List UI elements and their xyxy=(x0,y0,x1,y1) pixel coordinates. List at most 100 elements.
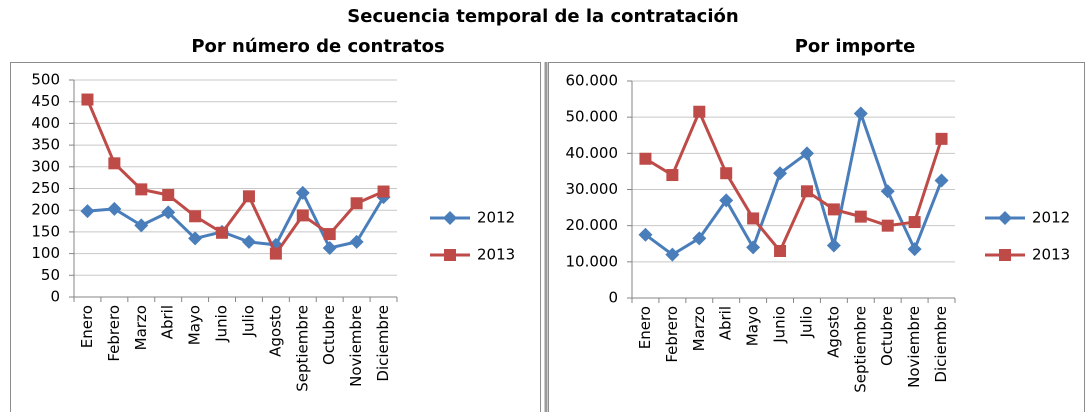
data-point xyxy=(935,132,948,145)
data-point xyxy=(350,197,363,210)
x-tick-label: Julio xyxy=(239,305,257,337)
y-tick-label: 350 xyxy=(31,136,60,154)
x-tick-label: Mayo xyxy=(186,305,204,345)
y-tick-label: 50.000 xyxy=(566,108,619,126)
y-tick-label: 10.000 xyxy=(566,252,619,270)
data-point xyxy=(188,231,203,246)
y-tick-label: 450 xyxy=(31,92,60,110)
legend-label: 2013 xyxy=(1032,246,1070,264)
x-tick-label: Septiembre xyxy=(851,306,869,393)
data-point xyxy=(880,184,895,199)
x-tick-label: Junio xyxy=(771,306,789,344)
data-point xyxy=(81,93,94,106)
y-tick-label: 0 xyxy=(50,288,60,306)
y-tick-label: 500 xyxy=(31,71,60,89)
x-tick-label: Agosto xyxy=(824,306,842,358)
data-point xyxy=(719,193,734,208)
x-tick-label: Marzo xyxy=(690,306,708,351)
x-tick-label: Enero xyxy=(636,306,654,349)
y-tick-label: 100 xyxy=(31,244,60,262)
legend-marker xyxy=(443,211,457,225)
x-tick-label: Octubre xyxy=(878,306,896,366)
panel-border xyxy=(10,62,541,412)
data-point xyxy=(665,247,680,262)
data-point xyxy=(323,228,336,241)
data-point xyxy=(693,105,706,118)
data-point xyxy=(269,247,282,260)
x-tick-label: Mayo xyxy=(744,306,762,346)
y-tick-label: 0 xyxy=(608,289,618,307)
x-tick-label: Agosto xyxy=(266,305,284,357)
data-point xyxy=(189,210,202,223)
legend-label: 2012 xyxy=(1032,209,1070,227)
y-tick-label: 150 xyxy=(31,222,60,240)
y-tick-label: 30.000 xyxy=(566,180,619,198)
y-tick-label: 200 xyxy=(31,201,60,219)
data-point xyxy=(242,190,255,203)
data-point xyxy=(134,218,149,233)
y-tick-label: 300 xyxy=(31,157,60,175)
data-point xyxy=(295,185,310,200)
data-point xyxy=(747,212,760,225)
data-point xyxy=(666,169,679,182)
chart-title: Por número de contratos xyxy=(191,36,444,57)
data-point xyxy=(162,189,175,202)
y-tick-label: 60.000 xyxy=(566,72,619,90)
x-tick-label: Febrero xyxy=(105,305,123,362)
data-point xyxy=(107,201,122,216)
data-point xyxy=(241,234,256,249)
data-point xyxy=(826,238,841,253)
data-point xyxy=(720,167,733,180)
data-point xyxy=(774,244,787,257)
data-point xyxy=(322,240,337,255)
data-point xyxy=(108,157,121,170)
data-point xyxy=(881,219,894,232)
x-tick-label: Diciembre xyxy=(932,306,950,383)
y-tick-label: 250 xyxy=(31,179,60,197)
data-point xyxy=(216,226,229,239)
panel-border xyxy=(548,62,1085,412)
y-tick-label: 400 xyxy=(31,114,60,132)
x-tick-label: Marzo xyxy=(132,305,150,350)
data-point xyxy=(639,152,652,165)
x-tick-label: Abril xyxy=(717,306,735,340)
data-point xyxy=(80,204,95,219)
data-point xyxy=(827,203,840,216)
data-point xyxy=(746,240,761,255)
y-tick-label: 50 xyxy=(41,266,60,284)
legend-marker xyxy=(998,211,1012,225)
y-tick-label: 40.000 xyxy=(566,144,619,162)
chart-title: Por importe xyxy=(795,36,916,57)
data-point xyxy=(773,166,788,181)
y-tick-label: 20.000 xyxy=(566,216,619,234)
data-point xyxy=(907,242,922,257)
series-line xyxy=(644,112,943,257)
x-tick-label: Enero xyxy=(78,305,96,348)
main-title: Secuencia temporal de la contratación xyxy=(347,6,738,27)
x-tick-label: Abril xyxy=(159,305,177,339)
x-tick-label: Julio xyxy=(797,306,815,338)
legend-marker xyxy=(444,249,456,261)
data-point xyxy=(799,146,814,161)
x-tick-label: Octubre xyxy=(320,305,338,365)
x-tick-label: Diciembre xyxy=(374,305,392,382)
data-point xyxy=(800,185,813,198)
data-point xyxy=(934,173,949,188)
legend-label: 2013 xyxy=(477,246,515,264)
x-tick-label: Septiembre xyxy=(293,305,311,392)
data-point xyxy=(377,185,390,198)
data-point xyxy=(135,183,148,196)
x-tick-label: Junio xyxy=(213,305,231,343)
x-tick-label: Noviembre xyxy=(905,306,923,388)
data-point xyxy=(349,234,364,249)
data-point xyxy=(854,210,867,223)
x-tick-label: Febrero xyxy=(663,306,681,363)
data-point xyxy=(161,205,176,220)
data-point xyxy=(638,227,653,242)
data-point xyxy=(853,106,868,121)
legend-label: 2012 xyxy=(477,209,515,227)
legend-marker xyxy=(999,249,1011,261)
data-point xyxy=(908,216,921,229)
x-tick-label: Noviembre xyxy=(347,305,365,387)
